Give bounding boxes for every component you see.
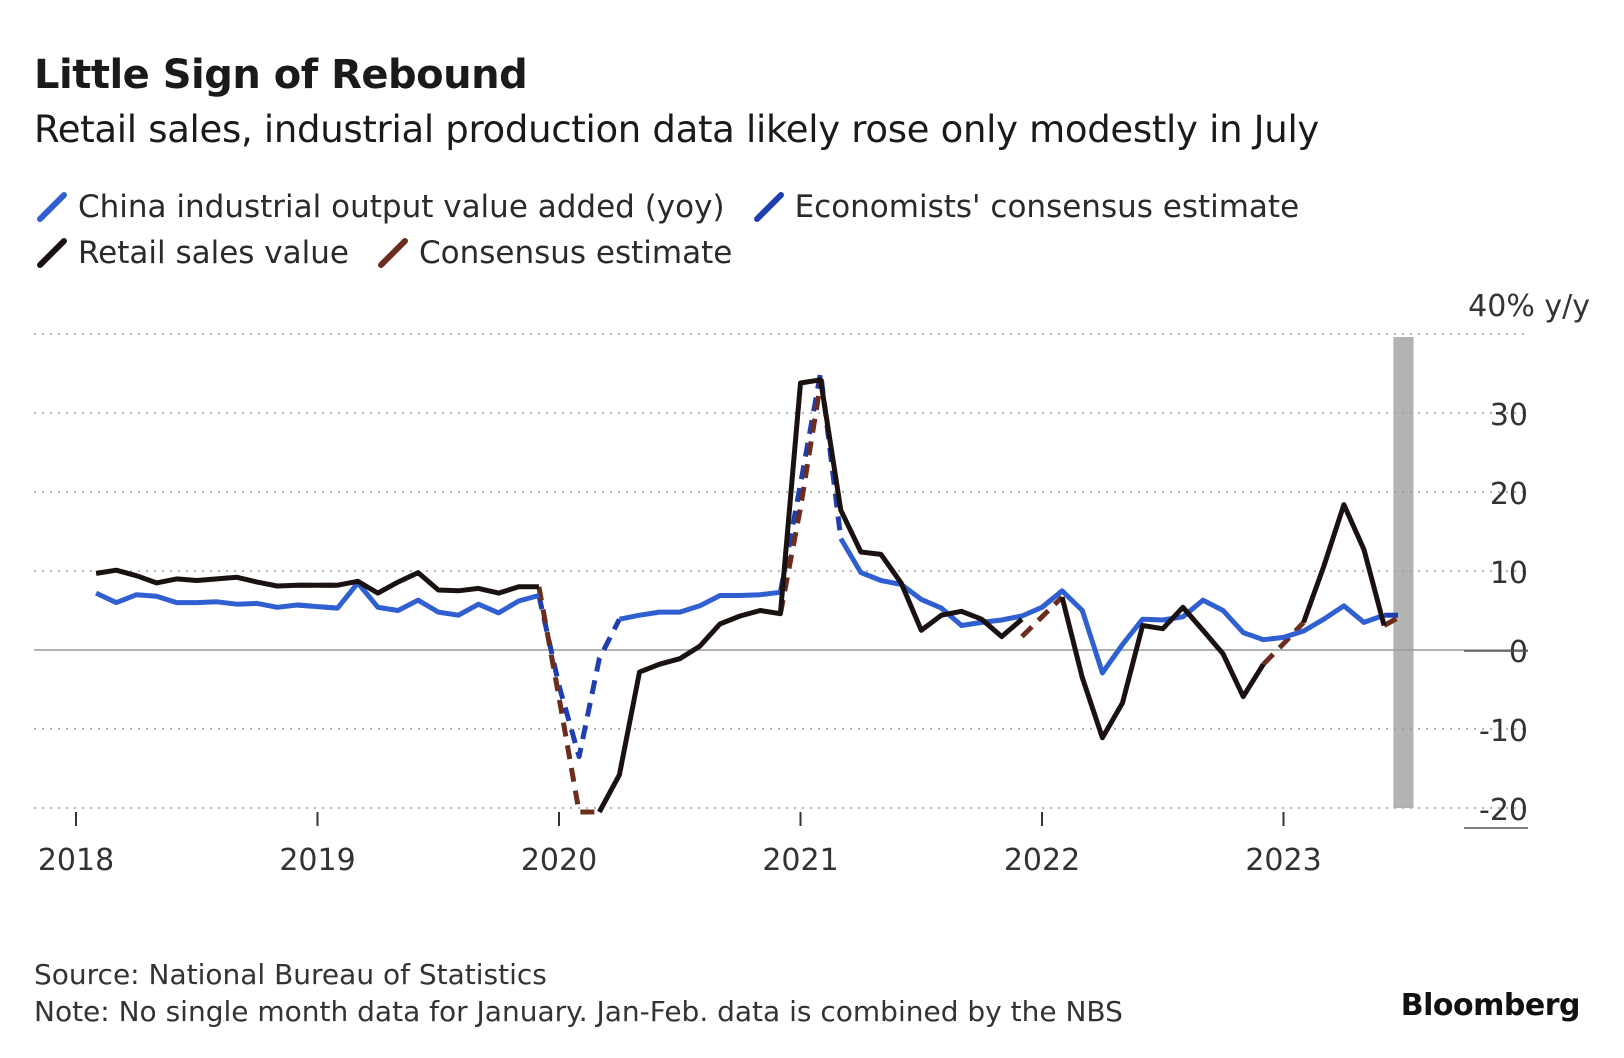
legend-item-economists-consensus: Economists' consensus estimate [751,189,1300,225]
axis-layer: 30 20 10 0 -10 -20 2018 2019 2020 2021 2022 2023 [38,398,1528,878]
x-tick-label: 2023 [1245,843,1321,878]
legend-label-consensus-estimate: Consensus estimate [418,235,733,271]
series-line [618,589,781,622]
legend-label-economists-consensus: Economists' consensus estimate [794,189,1300,225]
y-tick-label: -10 [1479,714,1528,749]
series-line [536,594,622,760]
legend: China industrial output value added (yoy… [34,184,1484,276]
line-chart: 40% y/y 30 20 10 0 -10 -20 2018 2019 2020 2021 202… [34,290,1590,878]
y-tick-label: -20 [1479,793,1528,828]
chart-subtitle: Retail sales, industrial production data… [34,108,1320,151]
x-tick-label: 2018 [38,843,114,878]
series-line [1020,595,1064,639]
legend-item-industrial-output: China industrial output value added (yoy… [34,189,725,225]
footnote: Note: No single month data for January. … [34,995,1123,1028]
series-retail-sales-value [95,377,1387,814]
y-tick-label: 0 [1509,635,1528,670]
series-line [95,567,539,596]
series-consensus-estimate [297,382,1406,815]
y-axis-unit-label: 40% y/y [1468,290,1590,324]
highlight-band-layer [1393,337,1414,808]
series-line [777,382,824,615]
series-line [1059,596,1266,741]
y-tick-label: 10 [1490,556,1528,591]
y-tick-label: 20 [1490,477,1528,512]
legend-label-retail-sales: Retail sales value [78,235,349,271]
series-line [597,377,1024,814]
x-tick-label: 2021 [762,843,838,878]
legend-row: Retail sales value Consensus estimate [34,230,1484,276]
x-tick-label: 2019 [279,843,355,878]
legend-swatch-industrial-output [37,192,67,222]
source-note: Source: National Bureau of Statistics [34,958,547,991]
series-line [1261,620,1306,666]
legend-row: China industrial output value added (yoy… [34,184,1484,230]
x-tick-label: 2022 [1004,843,1080,878]
legend-swatch-retail-sales [37,238,67,268]
y-tick-label: 30 [1490,398,1528,433]
legend-item-retail-sales: Retail sales value [34,235,349,271]
series-line [1382,612,1406,628]
legend-swatch-economists-consensus [753,192,784,222]
series-line [1301,502,1387,627]
x-tick-label: 2020 [521,843,597,878]
legend-label-industrial-output: China industrial output value added (yoy… [78,189,725,225]
series-china-industrial-output-value-added-yoy [95,537,1385,676]
grid-layer [34,333,1528,809]
series-line [838,537,1385,676]
legend-swatch-consensus-estimate [377,238,408,268]
chart-title: Little Sign of Rebound [34,52,528,98]
highlight-band [1393,337,1414,808]
legend-item-consensus-estimate: Consensus estimate [375,235,732,271]
series-line [95,580,540,618]
series-economists-consensus-estimate [297,370,1405,760]
bloomberg-logo: Bloomberg [1400,988,1581,1023]
series-layer [95,370,1406,815]
series-line [536,586,600,815]
